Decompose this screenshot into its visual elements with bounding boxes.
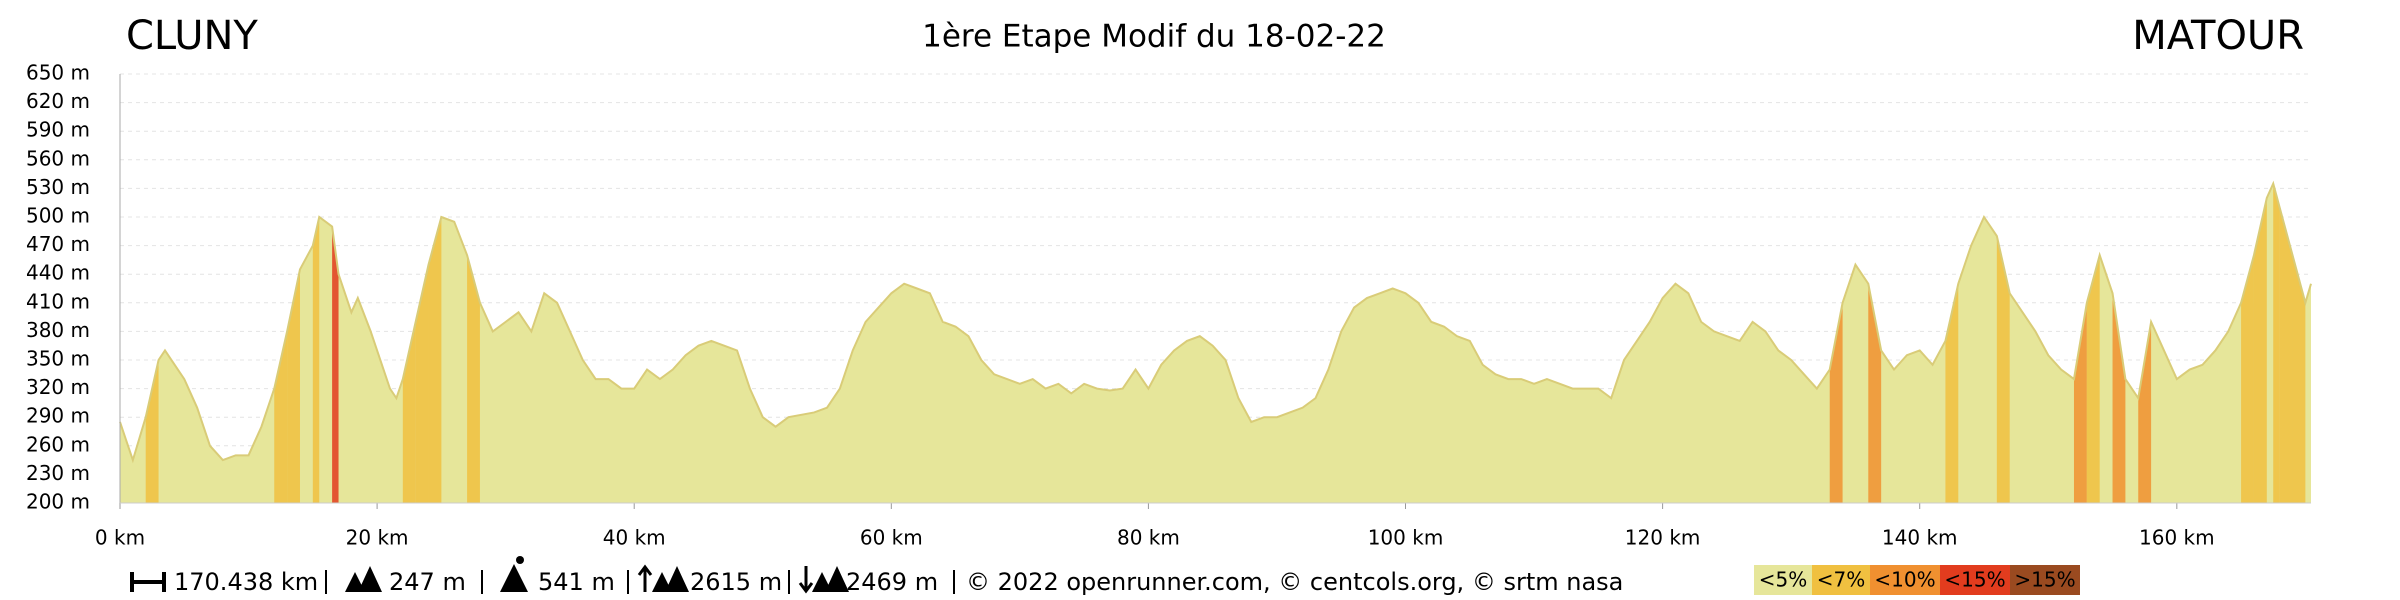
legend-swatch (1754, 565, 1812, 595)
x-tick-label: 40 km (603, 526, 666, 550)
y-tick-label: 350 m (26, 347, 90, 371)
y-tick-label: 560 m (26, 146, 90, 170)
slope-segment (2279, 207, 2293, 503)
min-icon (345, 566, 382, 592)
x-tick-label: 100 km (1368, 526, 1444, 550)
legend-label: <7% (1817, 568, 1866, 592)
slope-segment (287, 269, 300, 503)
start-label: CLUNY (126, 13, 258, 59)
y-tick-label: 500 m (26, 204, 90, 228)
slope-segment (467, 255, 480, 503)
slope-segment (274, 331, 288, 503)
x-tick-label: 160 km (2139, 526, 2215, 550)
slope-segment (145, 360, 159, 503)
slope-segment (2138, 321, 2152, 503)
stat-descent: 2469 m (846, 568, 938, 596)
y-tick-label: 470 m (26, 232, 90, 256)
y-tick-label: 440 m (26, 261, 90, 285)
profile-area (120, 183, 2311, 503)
ascent-arrow (637, 564, 653, 592)
y-tick-label: 230 m (26, 461, 90, 485)
slope-segment (312, 217, 320, 503)
x-tick-label: 120 km (1625, 526, 1701, 550)
profile-line (119, 180, 2312, 464)
descent-arrow (798, 566, 814, 594)
y-tick-label: 590 m (26, 118, 90, 142)
slope-segment (428, 217, 442, 503)
y-tick-label: 620 m (26, 89, 90, 113)
slope-segment (415, 264, 429, 503)
slope-segment (1996, 236, 2010, 504)
slope-segment (1945, 283, 1959, 503)
ascent-icon (652, 566, 689, 592)
y-tick-label: 200 m (26, 490, 90, 514)
stat-credits: © 2022 openrunner.com, © centcols.org, ©… (966, 568, 1623, 596)
y-tick-label: 530 m (26, 175, 90, 199)
slope-segment (2292, 255, 2306, 503)
x-tick-label: 20 km (346, 526, 409, 550)
legend-swatch (2010, 565, 2080, 595)
y-tick-label: 380 m (26, 318, 90, 342)
slope-segment (2112, 293, 2126, 503)
legend-swatch (1940, 565, 2010, 595)
slope-segment (2086, 255, 2100, 503)
slope-segment (2241, 255, 2254, 503)
y-tick-label: 320 m (26, 375, 90, 399)
legend-swatch (1812, 565, 1870, 595)
x-tick-label: 140 km (1882, 526, 1958, 550)
slope-segment (2073, 302, 2087, 503)
max-dot (516, 556, 524, 564)
footer-icons (130, 556, 955, 594)
x-tick-label: 0 km (95, 526, 145, 550)
max-icon (500, 564, 528, 592)
x-tick-label: 80 km (1117, 526, 1180, 550)
stat-min: 247 m (389, 568, 466, 596)
slope-segment (332, 226, 339, 504)
legend-label: >15% (2014, 568, 2075, 592)
y-tick-label: 290 m (26, 404, 90, 428)
distance-icon (130, 572, 166, 592)
legend-swatch (1870, 565, 1940, 595)
x-tick-label: 60 km (860, 526, 923, 550)
stat-ascent: 2615 m (690, 568, 782, 596)
stat-max: 541 m (538, 568, 615, 596)
chart-title: 1ère Etape Modif du 18-02-22 (922, 19, 1386, 55)
slope-segment (1829, 302, 1843, 503)
end-label: MATOUR (2132, 13, 2304, 59)
legend-label: <15% (1944, 568, 2005, 592)
y-tick-label: 650 m (26, 61, 90, 85)
slope-segment (2273, 183, 2280, 503)
stat-distance: 170.438 km (174, 568, 318, 596)
y-tick-label: 260 m (26, 432, 90, 456)
descent-icon (812, 566, 849, 592)
separators (325, 570, 955, 594)
legend-label: <5% (1759, 568, 1808, 592)
y-tick-label: 410 m (26, 289, 90, 313)
legend-label: <10% (1874, 568, 1935, 592)
slope-segment (2253, 197, 2267, 503)
